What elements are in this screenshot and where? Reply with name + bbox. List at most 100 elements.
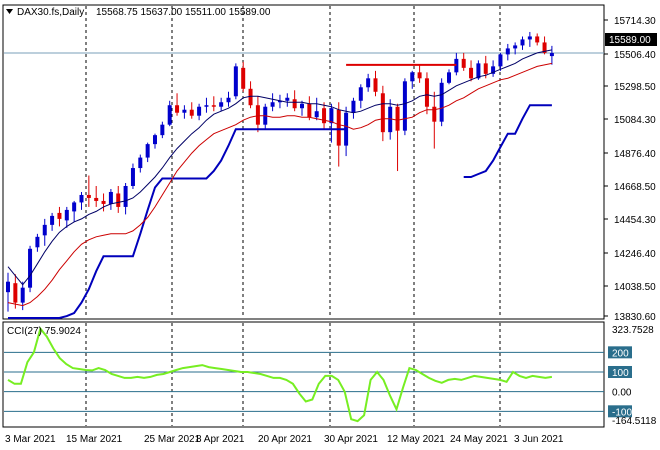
candle-body — [549, 53, 554, 57]
candle-body — [542, 42, 547, 53]
candle-body — [439, 82, 444, 122]
candle-body — [233, 66, 238, 97]
candle-body — [483, 63, 488, 74]
candle-body — [373, 78, 378, 92]
candle-body — [491, 66, 496, 74]
candle-body — [358, 87, 363, 101]
candle-body — [314, 111, 319, 118]
date-tick-label: 3 Mar 2021 — [5, 434, 56, 445]
candle-body — [307, 103, 312, 118]
price-tick-label: 15084.30 — [614, 115, 656, 126]
candle-body — [94, 197, 99, 201]
date-tick-label: 3 Jun 2021 — [514, 434, 564, 445]
candle-body — [270, 102, 275, 107]
date-tick-label: 30 Apr 2021 — [324, 434, 378, 445]
candle-body — [160, 124, 165, 136]
cci-series-line — [7, 326, 553, 423]
candle-body — [28, 248, 33, 288]
candle-body — [520, 39, 525, 46]
cci-panel-frame — [2, 321, 605, 428]
moving-averages — [7, 49, 552, 307]
candle-body — [79, 194, 84, 203]
price-tick-label: 15298.50 — [614, 82, 656, 93]
candle-body — [197, 106, 202, 116]
candle-body — [277, 100, 282, 103]
price-tick-label: 14454.30 — [614, 215, 656, 226]
candle-body — [417, 72, 422, 79]
cci-level-lines — [4, 351, 604, 412]
candle-body — [13, 283, 18, 303]
date-tick-label: 15 Mar 2021 — [66, 434, 123, 445]
candle-body — [86, 194, 91, 198]
current-price-tag-bg — [605, 33, 657, 46]
cci-tick-label: 0.00 — [612, 388, 632, 399]
cci-line — [7, 326, 553, 423]
candle-body — [410, 72, 415, 82]
cci-level-tag-bg — [608, 405, 632, 418]
ohlc-label: 15568.75 15637.00 15511.00 15589.00 — [96, 7, 271, 18]
candle-body — [167, 105, 172, 125]
cci-axis: 323.7528 200 100 0.00 -100-164.5118 — [608, 325, 657, 427]
symbol-label: DAX30.fs,Daily — [17, 7, 84, 18]
candle-body — [72, 202, 77, 212]
candle-body — [6, 281, 10, 293]
candle-body — [395, 106, 400, 131]
candle-body — [432, 106, 437, 122]
candle-body — [116, 193, 121, 207]
candle-body — [322, 108, 327, 124]
candle-body — [527, 36, 532, 40]
date-tick-label: 8 Apr 2021 — [196, 434, 245, 445]
candle-body — [42, 224, 47, 236]
candle-body — [285, 97, 290, 101]
candle-body — [300, 103, 304, 109]
current-price-tag: 15589.00 — [609, 35, 651, 46]
candle-body — [351, 100, 356, 113]
candle-body — [535, 36, 540, 43]
candle-body — [153, 135, 157, 145]
candle-body — [57, 212, 62, 219]
date-tick-label: 24 May 2021 — [450, 434, 508, 445]
candle-body — [292, 99, 297, 109]
candle-body — [248, 88, 253, 106]
cci-level-tag-bg — [608, 346, 632, 359]
candle-body — [35, 236, 40, 248]
cci-tick-label: -164.5118 — [612, 416, 657, 427]
cci-tick-label: -100 — [612, 407, 632, 418]
candle-body — [336, 109, 341, 146]
candle-body — [108, 191, 113, 204]
candle-body — [189, 109, 194, 116]
price-tick-label: 14876.40 — [614, 149, 656, 160]
candle-body — [20, 287, 25, 303]
date-tick-label: 12 May 2021 — [387, 434, 445, 445]
period-separators — [4, 6, 604, 426]
main-chart-frame — [2, 4, 605, 320]
candle-body — [329, 108, 334, 124]
price-tick-label: 15714.30 — [614, 16, 656, 27]
candle-body — [513, 45, 518, 49]
candle-body — [469, 67, 474, 79]
price-axis: 15714.30 15506.40 15298.50 15084.30 14876.40… — [604, 16, 656, 323]
candle-body — [402, 81, 407, 131]
candle-body — [241, 67, 246, 89]
candle-body — [219, 102, 224, 107]
candle-body — [101, 200, 106, 204]
candle-body — [204, 105, 209, 107]
stop-line-segment — [8, 128, 347, 319]
ma-slow-line — [7, 62, 552, 307]
price-tick-label: 14246.40 — [614, 249, 656, 260]
candle-body — [175, 105, 180, 113]
candle-body — [255, 105, 260, 125]
candle-body — [138, 157, 143, 169]
price-tick-label: 14038.50 — [614, 282, 656, 293]
candle-body — [388, 106, 393, 133]
candle-body — [211, 105, 216, 107]
collapse-triangle-icon[interactable] — [6, 9, 13, 14]
price-tick-label: 13830.60 — [614, 312, 656, 323]
ma-fast-line — [7, 49, 552, 286]
candle-body — [145, 144, 150, 158]
candle-body — [424, 78, 429, 107]
candle-body — [461, 58, 466, 68]
candle-body — [130, 168, 135, 186]
